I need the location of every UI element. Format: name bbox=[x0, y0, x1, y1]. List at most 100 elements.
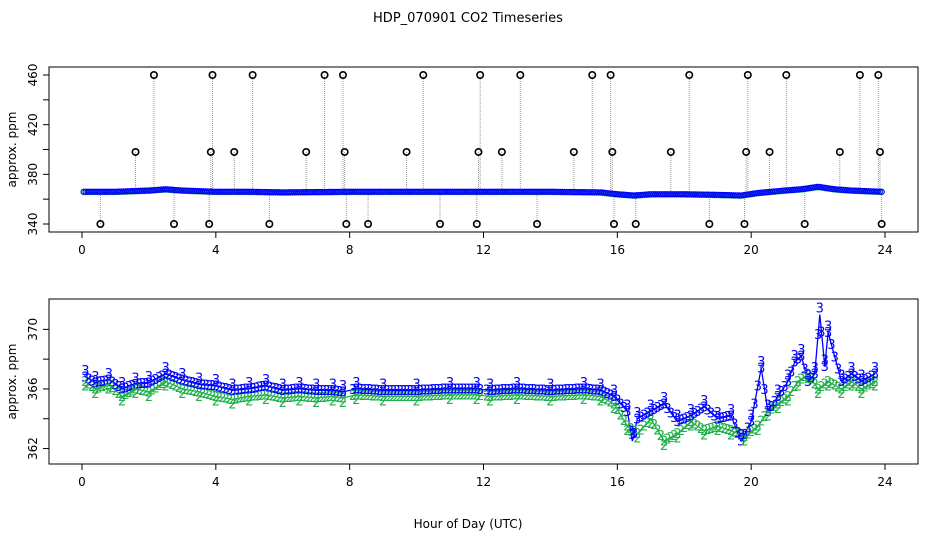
series-point-ch2: 2 bbox=[245, 394, 253, 409]
series-point-ch2: 2 bbox=[647, 417, 655, 432]
qc-flag-high bbox=[248, 71, 257, 80]
series-marker-ch3: 3 bbox=[376, 384, 384, 399]
qc-flag-low bbox=[436, 220, 445, 229]
qc-flag-high bbox=[516, 71, 525, 80]
series-marker-ch2: 2 bbox=[509, 389, 517, 404]
series-point-ch3: 3 bbox=[352, 376, 360, 391]
baseline-point-ch3 bbox=[574, 188, 581, 196]
series-marker-ch2: 2 bbox=[640, 420, 648, 435]
series-marker-ch2: 2 bbox=[550, 390, 558, 405]
baseline-point-ch3 bbox=[639, 191, 646, 198]
series-point-ch2: 2 bbox=[81, 380, 89, 395]
baseline-point-ch3 bbox=[128, 188, 135, 195]
series-marker-ch3: 3 bbox=[526, 383, 534, 398]
series-marker-ch3: 3 bbox=[493, 384, 501, 399]
baseline-point-ch3 bbox=[593, 189, 600, 196]
baseline-point-ch3 bbox=[141, 187, 148, 194]
series-marker-ch3: 3 bbox=[309, 384, 317, 399]
baseline-point-ch3 bbox=[686, 191, 693, 198]
qc-flag-low bbox=[364, 220, 373, 229]
x-tick-label: 20 bbox=[744, 475, 759, 489]
series-marker-ch2: 2 bbox=[693, 420, 701, 435]
series-marker-ch3: 3 bbox=[101, 374, 109, 389]
series-marker-ch2: 2 bbox=[279, 391, 287, 406]
series-marker-ch2: 2 bbox=[750, 422, 758, 437]
series-marker-ch2: 2 bbox=[610, 397, 618, 412]
series-point-ch3: 3 bbox=[797, 343, 805, 358]
series-marker-ch2: 2 bbox=[436, 389, 444, 404]
series-marker-ch2: 2 bbox=[352, 388, 360, 403]
series-marker-ch3: 3 bbox=[667, 406, 675, 421]
baseline-point-ch3 bbox=[627, 192, 634, 199]
qc-flag-high bbox=[685, 71, 694, 80]
series-marker-ch3: 3 bbox=[734, 426, 742, 441]
baseline-point-ch3 bbox=[145, 187, 152, 194]
baseline-point-ch3 bbox=[582, 189, 589, 196]
baseline-point-ch3 bbox=[116, 188, 123, 195]
series-marker-ch3: 3 bbox=[369, 383, 377, 398]
series-marker-ch3: 3 bbox=[259, 380, 267, 395]
series-marker-ch3: 3 bbox=[516, 383, 524, 398]
series-marker-ch3: 3 bbox=[195, 378, 203, 393]
series-point-ch3: 3 bbox=[245, 376, 253, 391]
baseline-point-ch3 bbox=[152, 186, 159, 194]
baseline-point-ch3 bbox=[289, 189, 296, 196]
series-marker-ch2: 2 bbox=[730, 426, 738, 441]
baseline-point-ch3 bbox=[690, 191, 697, 198]
series-marker-ch2: 2 bbox=[198, 386, 206, 401]
series-marker-ch3: 3 bbox=[242, 383, 250, 398]
baseline-point-ch3 bbox=[190, 187, 197, 195]
baseline-point-ch3 bbox=[688, 191, 695, 198]
series-marker-ch2: 2 bbox=[392, 390, 400, 405]
series-marker-ch2: 2 bbox=[643, 416, 651, 431]
series-marker-ch2: 2 bbox=[757, 415, 765, 430]
x-tick-label: 4 bbox=[212, 243, 220, 257]
series-point-ch2: 2 bbox=[486, 394, 494, 409]
baseline-point-ch3 bbox=[620, 191, 627, 198]
series-marker-ch3: 3 bbox=[412, 384, 420, 399]
series-marker-ch3: 3 bbox=[653, 401, 661, 416]
x-tick-label: 0 bbox=[78, 243, 86, 257]
series-marker-ch3: 3 bbox=[248, 382, 256, 397]
series-marker-ch3: 3 bbox=[272, 382, 280, 397]
baseline-point-ch3 bbox=[625, 191, 633, 199]
series-point-ch3: 3 bbox=[660, 391, 668, 406]
series-marker-ch3: 3 bbox=[824, 326, 832, 341]
baseline-point-ch3 bbox=[198, 188, 205, 195]
x-tick-label: 4 bbox=[212, 475, 220, 489]
series-marker-ch3: 3 bbox=[590, 383, 598, 398]
series-marker-ch2: 2 bbox=[168, 378, 176, 393]
series-marker-ch2: 2 bbox=[158, 377, 166, 392]
baseline-point-ch3 bbox=[327, 188, 334, 195]
baseline-point-ch3 bbox=[139, 187, 146, 194]
series-marker-ch2: 2 bbox=[677, 424, 685, 439]
series-point-ch3: 3 bbox=[784, 369, 792, 384]
series-marker-ch3: 3 bbox=[811, 368, 819, 383]
series-point-ch3: 3 bbox=[339, 379, 347, 394]
series-marker-ch2: 2 bbox=[466, 388, 474, 403]
series-marker-ch2: 2 bbox=[600, 392, 608, 407]
baseline-point-ch3 bbox=[789, 186, 796, 194]
series-marker-ch3: 3 bbox=[854, 373, 862, 388]
series-marker-ch3: 3 bbox=[640, 409, 648, 424]
series-marker-ch2: 2 bbox=[362, 389, 370, 404]
baseline-point-ch3 bbox=[578, 189, 585, 196]
series-marker-ch3: 3 bbox=[446, 382, 454, 397]
series-marker-ch3: 3 bbox=[456, 382, 464, 397]
series-marker-ch3: 3 bbox=[774, 390, 782, 405]
series-point-ch2: 2 bbox=[279, 396, 287, 411]
series-marker-ch2: 2 bbox=[586, 389, 594, 404]
series-marker-ch3: 3 bbox=[603, 387, 611, 402]
series-marker-ch3: 3 bbox=[205, 379, 213, 394]
series-marker-ch2: 2 bbox=[162, 375, 170, 390]
series-point-ch3: 3 bbox=[228, 377, 236, 392]
series-marker-ch3: 3 bbox=[506, 383, 514, 398]
baseline-point-ch3 bbox=[173, 186, 180, 194]
baseline-point-ch3 bbox=[175, 187, 182, 194]
series-marker-ch2: 2 bbox=[603, 394, 611, 409]
baseline-point-ch3 bbox=[293, 189, 300, 196]
baseline-point-ch3 bbox=[587, 189, 595, 196]
series-marker-ch3: 3 bbox=[443, 383, 451, 398]
series-marker-ch3: 3 bbox=[777, 385, 785, 400]
series-marker-ch3: 3 bbox=[767, 400, 775, 415]
